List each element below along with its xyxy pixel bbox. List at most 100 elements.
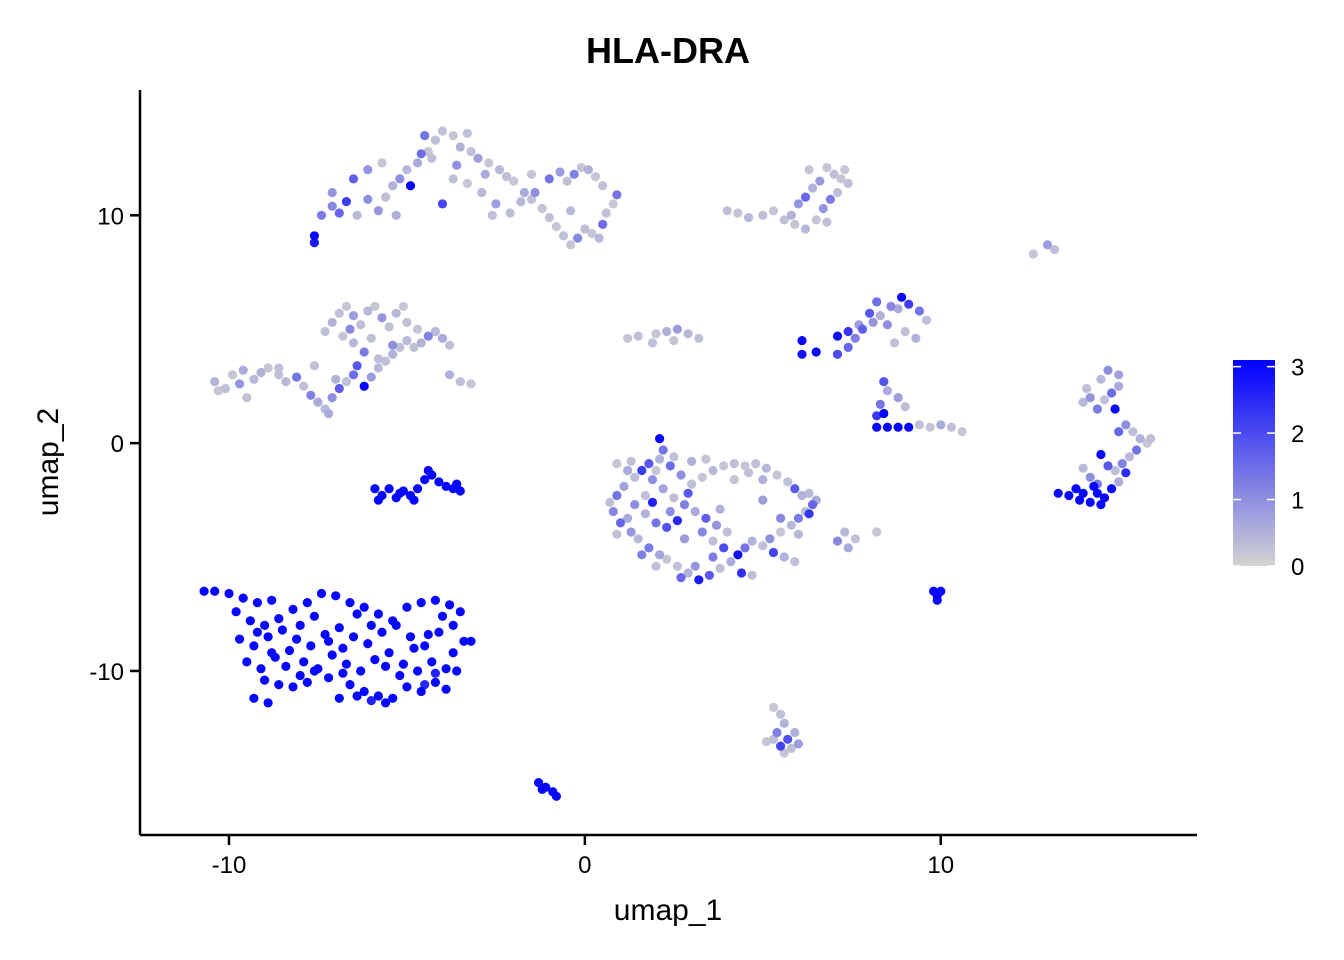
data-point	[466, 636, 476, 646]
data-point	[722, 206, 732, 216]
data-point	[797, 349, 807, 359]
data-point	[779, 552, 789, 562]
data-point	[726, 557, 736, 567]
data-point	[662, 522, 672, 533]
data-point	[1114, 381, 1124, 391]
data-point	[327, 201, 337, 211]
data-point	[352, 609, 362, 619]
data-point	[370, 655, 380, 665]
data-point	[320, 629, 330, 640]
data-point	[526, 169, 537, 179]
data-point	[281, 377, 291, 387]
data-point	[886, 301, 896, 311]
x-ticks: -10 0 10	[212, 835, 954, 879]
data-point	[263, 632, 273, 642]
data-point	[352, 691, 362, 701]
data-point	[779, 215, 789, 225]
data-point	[235, 634, 245, 644]
data-point	[370, 484, 380, 494]
data-point	[267, 595, 277, 605]
data-point	[758, 475, 768, 485]
data-point	[1124, 452, 1134, 462]
data-point	[373, 363, 383, 373]
data-point	[445, 340, 455, 350]
data-point	[448, 620, 458, 631]
data-point	[441, 481, 451, 491]
data-point	[608, 506, 618, 517]
data-point	[423, 331, 433, 341]
data-point	[601, 208, 611, 218]
data-point	[502, 172, 512, 182]
data-point	[395, 670, 405, 681]
data-point	[818, 203, 828, 214]
data-point	[381, 192, 391, 202]
data-point	[676, 470, 686, 480]
data-point	[238, 593, 248, 603]
data-point	[249, 641, 259, 651]
data-point	[274, 363, 284, 373]
data-point	[277, 625, 287, 635]
data-point	[711, 520, 722, 530]
data-point	[313, 397, 323, 407]
data-point	[363, 306, 373, 316]
data-point	[359, 381, 369, 391]
data-point	[793, 529, 804, 539]
data-point	[626, 456, 636, 466]
data-point	[1146, 434, 1156, 444]
data-point	[445, 600, 455, 610]
data-point	[1099, 395, 1110, 405]
data-point	[1096, 500, 1106, 510]
data-point	[644, 543, 654, 553]
data-point	[413, 158, 423, 168]
data-point	[747, 536, 757, 546]
y-tick-label: 10	[97, 203, 124, 230]
data-point	[655, 550, 665, 560]
data-point	[338, 643, 348, 653]
data-point	[388, 349, 398, 359]
data-point	[672, 561, 683, 571]
data-point	[363, 165, 373, 175]
data-point	[537, 784, 547, 795]
data-point	[359, 347, 369, 357]
data-point	[1064, 490, 1074, 501]
data-point	[299, 381, 309, 391]
data-point	[462, 178, 472, 188]
points-layer	[199, 126, 1156, 801]
data-point	[850, 333, 860, 343]
data-point	[1089, 481, 1099, 491]
data-point	[900, 326, 910, 337]
data-point	[427, 153, 437, 163]
data-point	[252, 627, 262, 637]
data-point	[832, 331, 843, 341]
data-point	[921, 315, 932, 325]
data-point	[715, 504, 725, 514]
data-point	[416, 149, 426, 159]
data-point	[352, 361, 362, 371]
chart-title: HLA-DRA	[586, 30, 750, 71]
data-point	[409, 643, 419, 653]
data-point	[633, 331, 643, 341]
data-point	[455, 486, 465, 496]
data-point	[1071, 484, 1081, 494]
data-point	[551, 791, 562, 801]
data-point	[722, 527, 732, 537]
data-point	[765, 534, 775, 544]
data-point	[534, 778, 544, 788]
data-point	[537, 203, 547, 214]
data-point	[640, 509, 651, 519]
data-point	[566, 240, 576, 250]
colorbar-ticks: 0 1 2 3	[1233, 355, 1304, 581]
data-point	[416, 598, 426, 608]
data-point	[381, 356, 391, 366]
data-point	[334, 693, 344, 703]
data-point	[274, 680, 284, 690]
data-point	[665, 506, 675, 517]
data-point	[804, 488, 814, 498]
data-point	[800, 192, 811, 202]
data-point	[491, 199, 501, 209]
data-point	[366, 620, 376, 631]
data-point	[672, 324, 683, 334]
data-point	[1121, 468, 1131, 478]
data-point	[455, 607, 465, 617]
data-point	[804, 165, 814, 175]
